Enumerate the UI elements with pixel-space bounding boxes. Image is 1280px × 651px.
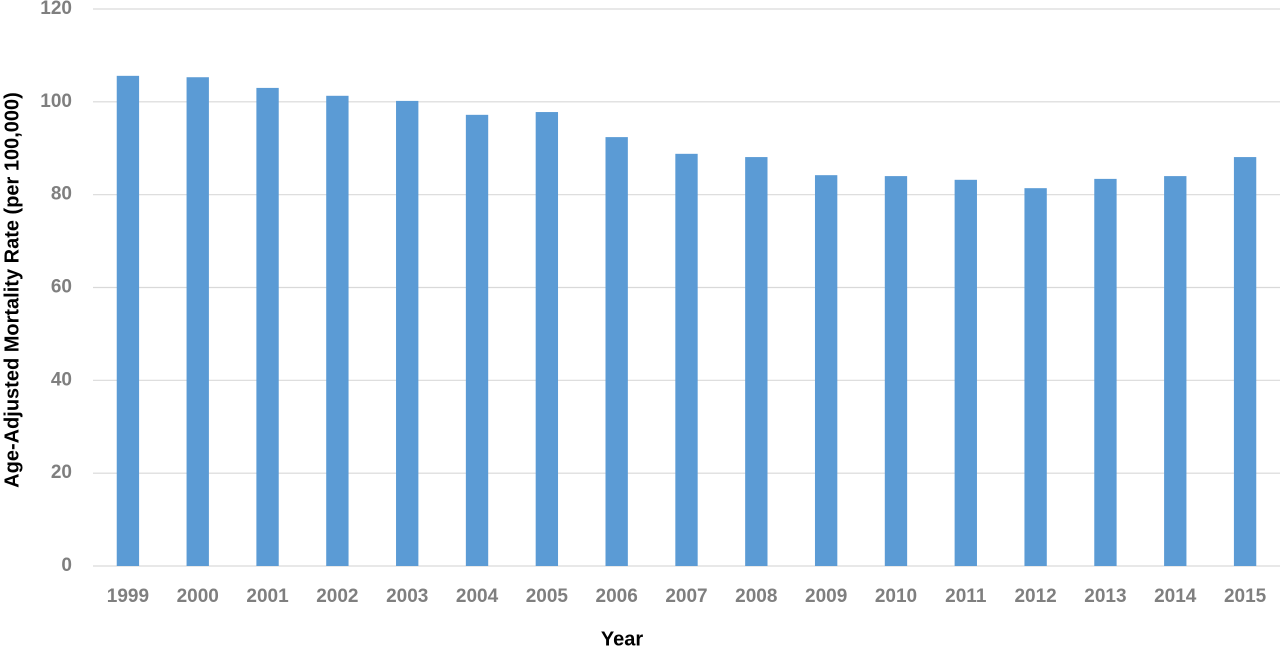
y-tick-label: 20	[51, 462, 72, 483]
y-tick-label: 60	[51, 277, 72, 298]
x-tick-label: 2006	[596, 586, 638, 607]
x-tick-label: 2005	[526, 586, 569, 607]
x-tick-label: 2010	[875, 586, 917, 607]
x-tick-label: 2013	[1084, 586, 1126, 607]
x-axis-title: Year	[601, 628, 643, 650]
x-tick-label: 2008	[735, 586, 777, 607]
bar	[186, 77, 209, 567]
bar	[116, 75, 140, 566]
x-tick-label: 2015	[1224, 586, 1267, 607]
bar	[465, 114, 489, 566]
x-tick-label: 2011	[945, 586, 987, 607]
y-axis-title: Age-Adjusted Mortality Rate (per 100,000…	[1, 92, 23, 488]
x-tick-label: 2012	[1014, 586, 1056, 607]
y-tick-label: 40	[51, 369, 72, 390]
bar	[675, 153, 698, 566]
bar	[884, 176, 908, 566]
x-tick-label: 1999	[107, 586, 149, 607]
x-tick-label: 2001	[246, 586, 289, 607]
y-tick-label: 80	[51, 184, 72, 205]
x-tick-label: 2003	[386, 586, 428, 607]
x-tick-label: 2000	[177, 586, 219, 607]
bar	[1024, 188, 1047, 566]
y-tick-label: 120	[40, 0, 72, 19]
x-tick-label: 2007	[665, 586, 707, 607]
bar	[745, 157, 768, 567]
bar	[954, 179, 977, 566]
x-tick-label: 2004	[456, 586, 499, 607]
y-tick-label: 100	[40, 91, 72, 112]
bar	[814, 175, 838, 566]
bar	[1233, 157, 1257, 567]
bar	[1164, 176, 1187, 566]
y-tick-label: 0	[61, 555, 72, 576]
x-tick-label: 2014	[1154, 586, 1197, 607]
bar	[605, 137, 628, 567]
x-tick-label: 2009	[805, 586, 847, 607]
bar	[326, 95, 349, 566]
x-tick-label: 2002	[316, 586, 358, 607]
bar	[256, 87, 279, 567]
bar	[396, 100, 419, 566]
bar	[535, 112, 559, 567]
bar	[1094, 178, 1117, 566]
